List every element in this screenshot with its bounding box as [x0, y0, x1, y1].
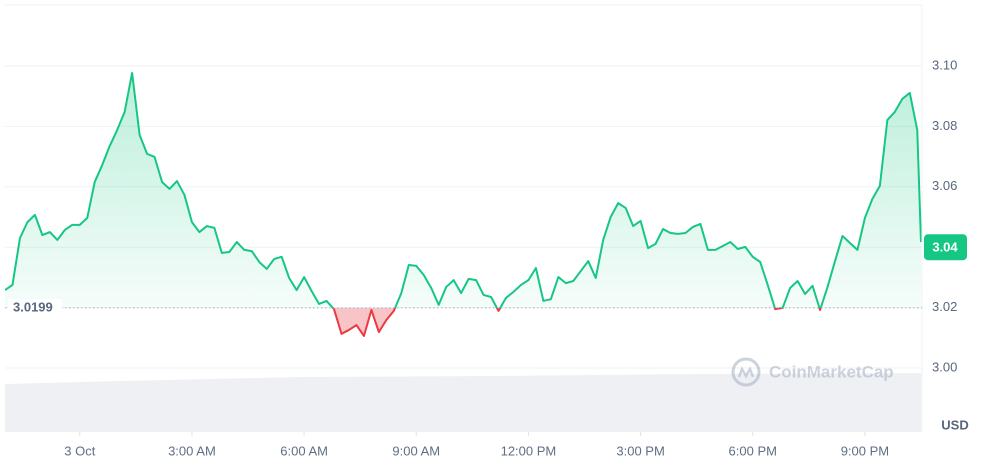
volume-band — [5, 373, 921, 432]
area-fill — [5, 72, 921, 336]
y-tick-label: 3.00 — [932, 359, 957, 374]
y-tick-label: 3.02 — [932, 299, 957, 314]
y-tick-label: 3.04 — [932, 240, 958, 255]
x-tick-label: 3:00 PM — [616, 443, 664, 458]
watermark-logo — [731, 357, 761, 387]
x-tick-label: 9:00 PM — [841, 443, 889, 458]
x-tick-label: 6:00 AM — [280, 443, 328, 458]
watermark-logo-mark — [737, 366, 755, 379]
x-tick-label: 12:00 PM — [501, 443, 557, 458]
baseline-label-bg — [8, 298, 62, 317]
x-tick-label: 6:00 PM — [729, 443, 777, 458]
y-tick-label: 3.08 — [932, 118, 957, 133]
watermark: CoinMarketCap — [731, 357, 894, 387]
series — [5, 71, 922, 337]
watermark-text: CoinMarketCap — [769, 362, 894, 381]
y-unit: USD — [941, 417, 968, 432]
x-tick-label: 9:00 AM — [392, 443, 440, 458]
y-tick-label: 3.10 — [932, 57, 957, 72]
baseline-label: 3.0199 — [13, 299, 53, 314]
y-tick-label: 3.06 — [932, 178, 957, 193]
price-line — [5, 71, 922, 337]
x-tick-label: 3:00 AM — [168, 443, 216, 458]
x-tick-label: 3 Oct — [64, 443, 95, 458]
current-price-badge — [924, 234, 967, 261]
